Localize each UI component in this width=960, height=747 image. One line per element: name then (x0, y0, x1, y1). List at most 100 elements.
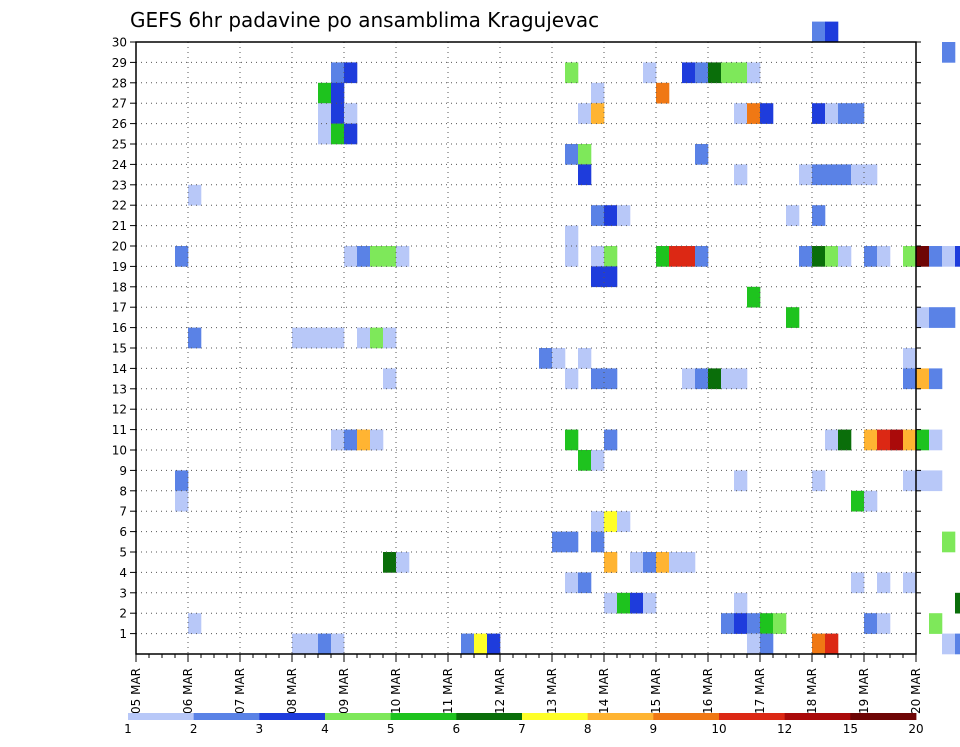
heatmap-cell (565, 368, 579, 390)
heatmap-cell (760, 633, 774, 655)
heatmap-cell (604, 429, 618, 451)
heatmap-cell (578, 144, 592, 165)
heatmap-cell (942, 307, 956, 328)
heatmap-cell (578, 572, 592, 594)
heatmap-cell (916, 307, 930, 328)
heatmap-cell (305, 633, 319, 655)
x-tick-label: 20 MAR (909, 668, 923, 714)
heatmap-cell (591, 531, 605, 553)
heatmap-cell (331, 429, 345, 451)
heatmap-cell (864, 613, 878, 634)
heatmap-cell (331, 82, 345, 104)
y-tick-label: 23 (112, 178, 127, 192)
y-tick-label: 6 (119, 525, 127, 539)
legend-swatch (850, 713, 917, 720)
heatmap-cell (188, 184, 202, 206)
heatmap-cell (565, 531, 579, 553)
heatmap-cell (734, 592, 748, 614)
y-tick-label: 7 (119, 505, 127, 519)
y-tick-label: 1 (119, 627, 127, 641)
heatmap-cell (188, 327, 202, 349)
heatmap-cell (916, 429, 930, 451)
heatmap-cell (851, 164, 865, 186)
heatmap-cell (305, 327, 319, 349)
y-tick-label: 12 (112, 403, 127, 417)
heatmap-cell (812, 246, 826, 267)
x-tick-label: 19 MAR (857, 668, 871, 714)
heatmap-cell (695, 144, 709, 165)
heatmap-cell (383, 552, 397, 573)
heatmap-cell (357, 429, 371, 451)
legend-label: 3 (256, 722, 264, 736)
heatmap-cell (539, 348, 553, 369)
y-tick-label: 30 (112, 36, 127, 50)
y-tick-label: 10 (112, 444, 127, 458)
heatmap-cell (344, 103, 358, 124)
heatmap-cell (812, 470, 826, 492)
y-tick-label: 2 (119, 607, 127, 621)
heatmap-cell (760, 103, 774, 124)
heatmap-cell (747, 62, 761, 84)
heatmap-cell (331, 62, 345, 84)
heatmap-cell (734, 470, 748, 492)
grid-lines (136, 42, 916, 654)
y-tick-label: 11 (112, 423, 127, 437)
y-tick-label: 26 (112, 117, 127, 131)
y-tick-label: 25 (112, 138, 127, 152)
legend-swatch (522, 713, 589, 720)
heatmap-cell (604, 511, 618, 532)
x-tick-label: 11 MAR (441, 668, 455, 714)
heatmap-cell (578, 450, 592, 471)
legend-label: 6 (453, 722, 461, 736)
heatmap-cell (747, 613, 761, 634)
heatmap-cell (825, 103, 839, 124)
legend-label: 9 (650, 722, 658, 736)
heatmap-cell (344, 246, 358, 267)
legend-swatch (456, 713, 523, 720)
heatmap-cell (903, 429, 917, 451)
heatmap-cell (916, 368, 930, 390)
heatmap-cell (565, 62, 579, 84)
y-tick-label: 22 (112, 199, 127, 213)
heatmap-cell (903, 470, 917, 492)
heatmap-cell (773, 613, 787, 634)
heatmap-cell (877, 613, 891, 634)
heatmap-cell (591, 82, 605, 104)
heatmap-cell (591, 368, 605, 390)
heatmap-cell (903, 572, 917, 594)
heatmap-cell (955, 246, 960, 267)
y-tick-label: 20 (112, 240, 127, 254)
heatmap-cell (591, 205, 605, 226)
heatmap-cell (812, 633, 826, 655)
heatmap-cell (747, 103, 761, 124)
heatmap-cell (617, 592, 631, 614)
legend-swatch (719, 713, 786, 720)
heatmap-cell (734, 368, 748, 390)
heatmap-cell (643, 592, 657, 614)
heatmap-cell (565, 572, 579, 594)
heatmap-cell (695, 246, 709, 267)
heatmap-cell (903, 348, 917, 369)
legend-label: 20 (908, 722, 923, 736)
heatmap-cell (318, 327, 332, 349)
heatmap-cell (799, 246, 813, 267)
heatmap-cell (565, 246, 579, 267)
heatmap-cell (318, 633, 332, 655)
legend-label: 1 (124, 722, 132, 736)
heatmap-cell (734, 62, 748, 84)
heatmap-cell (591, 511, 605, 532)
y-tick-label: 4 (119, 566, 127, 580)
heatmap-cell (760, 613, 774, 634)
heatmap-cell (682, 246, 696, 267)
heatmap-cell (942, 42, 956, 63)
heatmap-cell (383, 368, 397, 390)
heatmap-cell (721, 368, 735, 390)
heatmap-cell (604, 246, 618, 267)
heatmap-cell (643, 62, 657, 84)
heatmap-cell (864, 490, 878, 512)
heatmap-cell (721, 613, 735, 634)
heatmap-cell (825, 164, 839, 186)
heatmap-cell (734, 164, 748, 186)
heatmap-cell (331, 327, 345, 349)
